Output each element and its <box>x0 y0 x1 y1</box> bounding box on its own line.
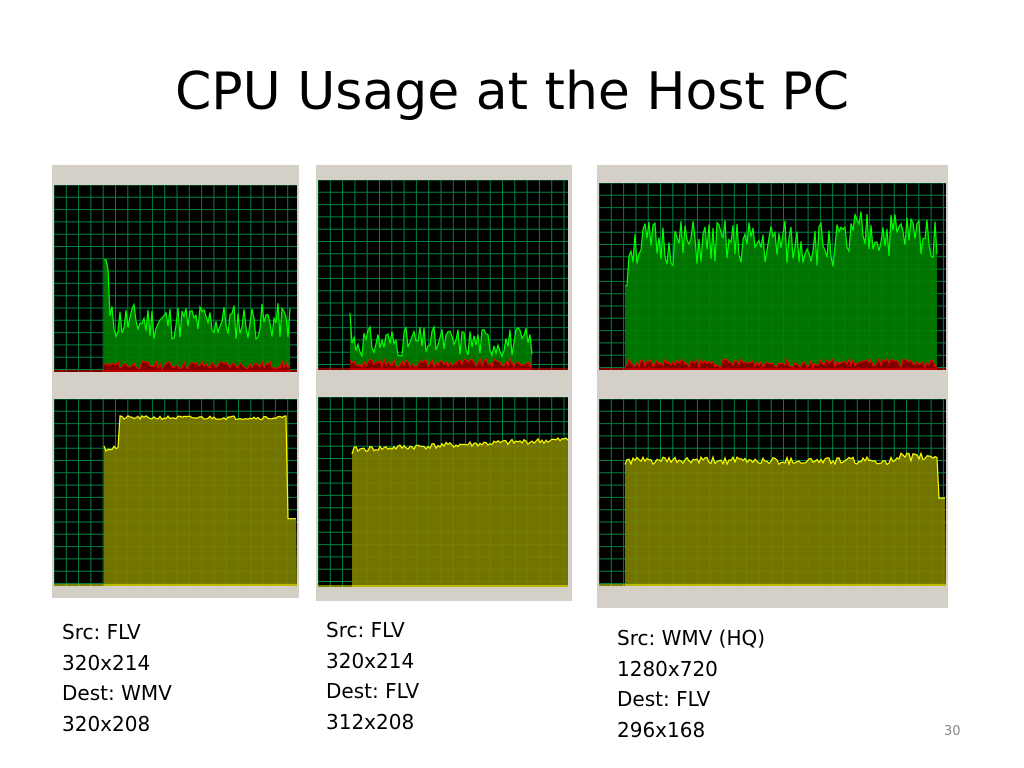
kernel-area <box>104 360 290 372</box>
caption-line: 312x208 <box>326 709 415 734</box>
caption-line: 320x214 <box>326 648 415 673</box>
cpu-usage-graph <box>318 180 568 370</box>
caption-line: Dest: FLV <box>617 687 711 711</box>
slide-title: CPU Usage at the Host PC <box>174 62 850 122</box>
cpu-usage-graph <box>54 185 297 372</box>
slide-number: 30 <box>944 724 961 739</box>
graph-line <box>624 451 945 499</box>
caption-line: 320x214 <box>62 650 151 675</box>
caption-middle: Src: FLV 320x214 Dest: FLV 312x208 <box>326 615 419 737</box>
graph-line <box>104 259 291 341</box>
caption-line: 320x208 <box>62 711 151 736</box>
kernel-line <box>624 357 938 369</box>
caption-line: Dest: WMV <box>62 681 172 705</box>
graph-area <box>625 211 937 370</box>
caption-left: Src: FLV 320x214 Dest: WMV 320x208 <box>62 617 172 739</box>
memory-usage-graph <box>54 399 297 586</box>
graph-line <box>625 211 938 287</box>
graph-panel-wmv-hq-to-flv <box>597 165 948 608</box>
graph-panel-flv-to-wmv <box>52 165 299 598</box>
caption-line: 296x168 <box>617 717 706 742</box>
cpu-usage-graph <box>599 183 946 370</box>
caption-line: Src: FLV <box>326 618 405 642</box>
caption-right: Src: WMV (HQ) 1280x720 Dest: FLV 296x168 <box>617 623 765 745</box>
caption-line: Src: WMV (HQ) <box>617 626 766 650</box>
kernel-line <box>103 359 291 371</box>
graph-area <box>625 453 946 586</box>
kernel-line <box>349 357 533 369</box>
kernel-area <box>625 358 937 370</box>
graph-panel-flv-to-flv <box>316 165 572 601</box>
graph-line <box>103 414 296 520</box>
caption-line: Dest: FLV <box>326 679 420 703</box>
graph-area <box>350 313 532 370</box>
memory-usage-graph <box>599 399 946 586</box>
caption-line: 1280x720 <box>617 656 718 681</box>
graph-area <box>104 415 297 586</box>
memory-usage-graph <box>318 397 568 587</box>
caption-line: Src: FLV <box>62 620 141 644</box>
graph-area <box>104 259 290 372</box>
graph-area <box>352 437 568 587</box>
graph-line <box>351 436 568 455</box>
graph-line <box>349 312 533 359</box>
